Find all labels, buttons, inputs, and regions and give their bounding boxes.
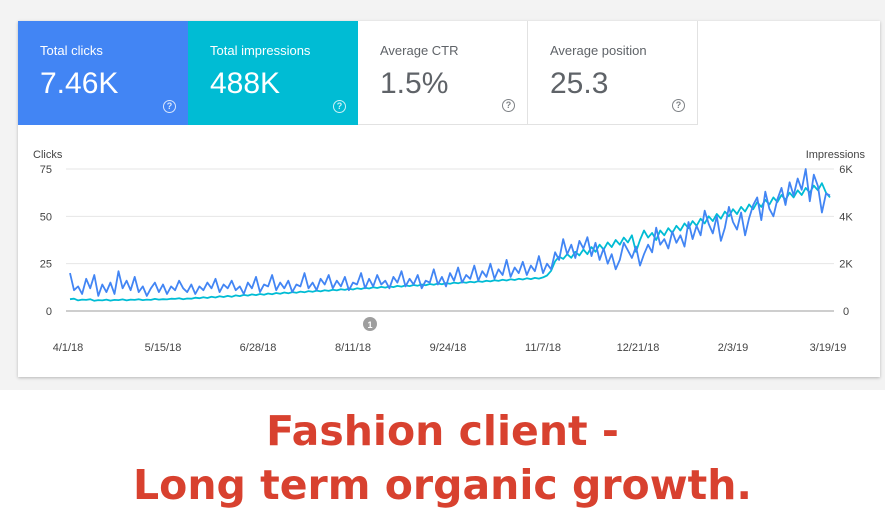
metric-label: Total impressions — [210, 43, 311, 58]
right-tick-label: 6K — [839, 164, 853, 176]
x-tick-labels: 4/1/18 5/15/18 6/28/18 8/11/18 9/24/18 11/7/1… — [53, 342, 847, 354]
metric-value: 7.46K — [40, 67, 119, 100]
metric-label: Average CTR — [380, 43, 459, 58]
x-tick-label: 8/11/18 — [335, 342, 371, 354]
metric-card-average-ctr[interactable]: Average CTR 1.5% ? — [358, 21, 528, 125]
metric-label: Total clicks — [40, 43, 103, 58]
x-tick-label: 5/15/18 — [145, 342, 182, 354]
left-tick-label: 50 — [40, 211, 52, 223]
help-icon[interactable]: ? — [502, 99, 515, 112]
metric-value: 1.5% — [380, 67, 449, 100]
help-icon[interactable]: ? — [333, 100, 346, 113]
clicks-line — [69, 168, 831, 297]
annotation-label: 1 — [367, 320, 372, 330]
impressions-line — [69, 182, 831, 302]
metric-card-average-position[interactable]: Average position 25.3 ? — [528, 21, 698, 125]
metric-label: Average position — [550, 43, 647, 58]
right-tick-label: 2K — [839, 259, 853, 271]
right-tick-labels: 6K 4K 2K 0 — [839, 164, 853, 318]
left-tick-labels: 75 50 25 0 — [40, 164, 52, 318]
right-axis-label: Impressions — [806, 149, 866, 161]
performance-panel: Total clicks 7.46K ? Total impressions 4… — [18, 21, 880, 377]
x-tick-label: 3/19/19 — [810, 342, 847, 354]
left-axis-label: Clicks — [33, 149, 63, 161]
x-tick-label: 11/7/18 — [525, 342, 561, 354]
metric-card-total-impressions[interactable]: Total impressions 488K ? — [188, 21, 358, 125]
help-icon[interactable]: ? — [672, 99, 685, 112]
metric-value: 25.3 — [550, 67, 609, 100]
x-tick-label: 9/24/18 — [430, 342, 467, 354]
annotation-marker[interactable]: 1 — [363, 317, 377, 331]
caption-background — [0, 390, 885, 531]
left-tick-label: 25 — [40, 259, 52, 271]
caption-line-1: Fashion client - — [266, 407, 619, 455]
performance-chart: Clicks Impressions 75 50 25 0 6K 4K 2K 0 4/1/1… — [33, 149, 866, 354]
help-icon[interactable]: ? — [163, 100, 176, 113]
metric-value: 488K — [210, 67, 281, 100]
caption-line-2: Long term organic growth. — [133, 461, 752, 509]
left-tick-label: 0 — [46, 306, 52, 318]
series-lines — [69, 168, 831, 302]
gridlines — [66, 168, 834, 312]
x-tick-label: 2/3/19 — [718, 342, 749, 354]
x-tick-label: 4/1/18 — [53, 342, 84, 354]
right-tick-label: 4K — [839, 211, 853, 223]
x-tick-label: 12/21/18 — [617, 342, 660, 354]
x-tick-label: 6/28/18 — [240, 342, 277, 354]
metric-card-total-clicks[interactable]: Total clicks 7.46K ? — [18, 21, 188, 125]
left-tick-label: 75 — [40, 164, 52, 176]
right-tick-label: 0 — [843, 306, 849, 318]
metric-cards: Total clicks 7.46K ? Total impressions 4… — [18, 21, 698, 125]
